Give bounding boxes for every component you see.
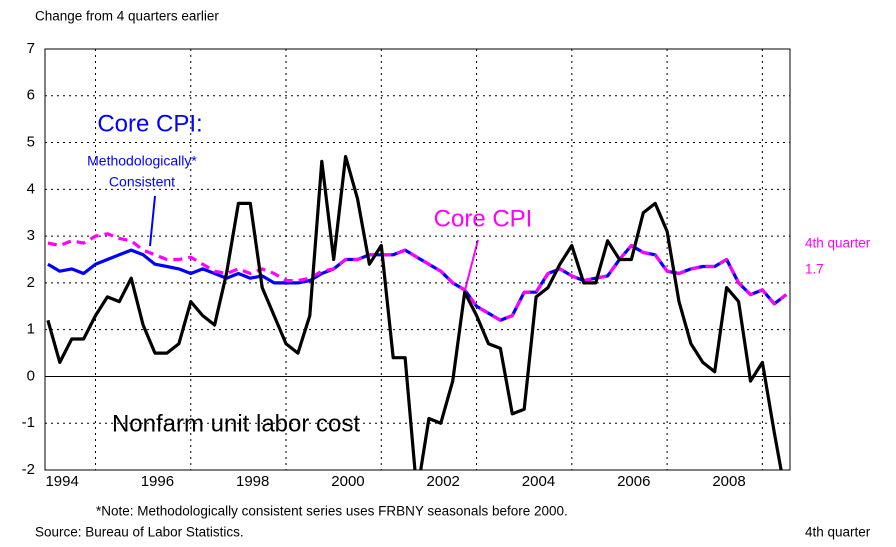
series-label: Core CPI: xyxy=(97,110,202,137)
x-tick-label: 2006 xyxy=(617,473,650,490)
plot-lines xyxy=(46,155,788,470)
series-label-line: Methodologically* xyxy=(87,153,197,169)
y-tick-label: 5 xyxy=(27,134,35,151)
y-tick-label: 7 xyxy=(27,40,35,57)
line-series xyxy=(46,155,783,470)
x-tick-label: 2002 xyxy=(427,473,460,490)
last-label: 4th quarter xyxy=(805,236,871,251)
x-tick-label: 2008 xyxy=(712,473,745,490)
plot-frame xyxy=(44,48,791,471)
x-tick-label: 2000 xyxy=(331,473,364,490)
pointer xyxy=(149,195,156,247)
y-tick-label: -1 xyxy=(22,414,35,431)
y-tick-label: -2 xyxy=(22,461,35,478)
y-tick-label: 3 xyxy=(27,227,35,244)
x-tick-label: 2004 xyxy=(522,473,555,490)
series-label: Nonfarm unit labor cost xyxy=(112,410,360,437)
series-label: Core CPI xyxy=(434,205,533,232)
x-tick-label: 1996 xyxy=(141,473,174,490)
y-tick-label: 0 xyxy=(27,367,35,384)
series-label-line: Consistent xyxy=(109,174,175,190)
note: *Note: Methodologically consistent serie… xyxy=(96,504,568,519)
y-tick-label: 6 xyxy=(27,87,35,104)
y-tick-label: 2 xyxy=(27,274,35,291)
y-tick-label: 1 xyxy=(27,321,35,338)
y-tick-label: 4 xyxy=(27,180,35,197)
chart-subtitle: Change from 4 quarters earlier xyxy=(35,9,219,24)
source: Source: Bureau of Labor Statistics. xyxy=(35,525,244,540)
x-tick-label: 1998 xyxy=(236,473,269,490)
last-value-label: 1.7 xyxy=(805,262,824,277)
pointer xyxy=(464,239,479,291)
line-series xyxy=(47,232,788,322)
last-period-label: 4th quarter xyxy=(805,525,871,540)
x-tick-label: 1994 xyxy=(45,473,78,490)
